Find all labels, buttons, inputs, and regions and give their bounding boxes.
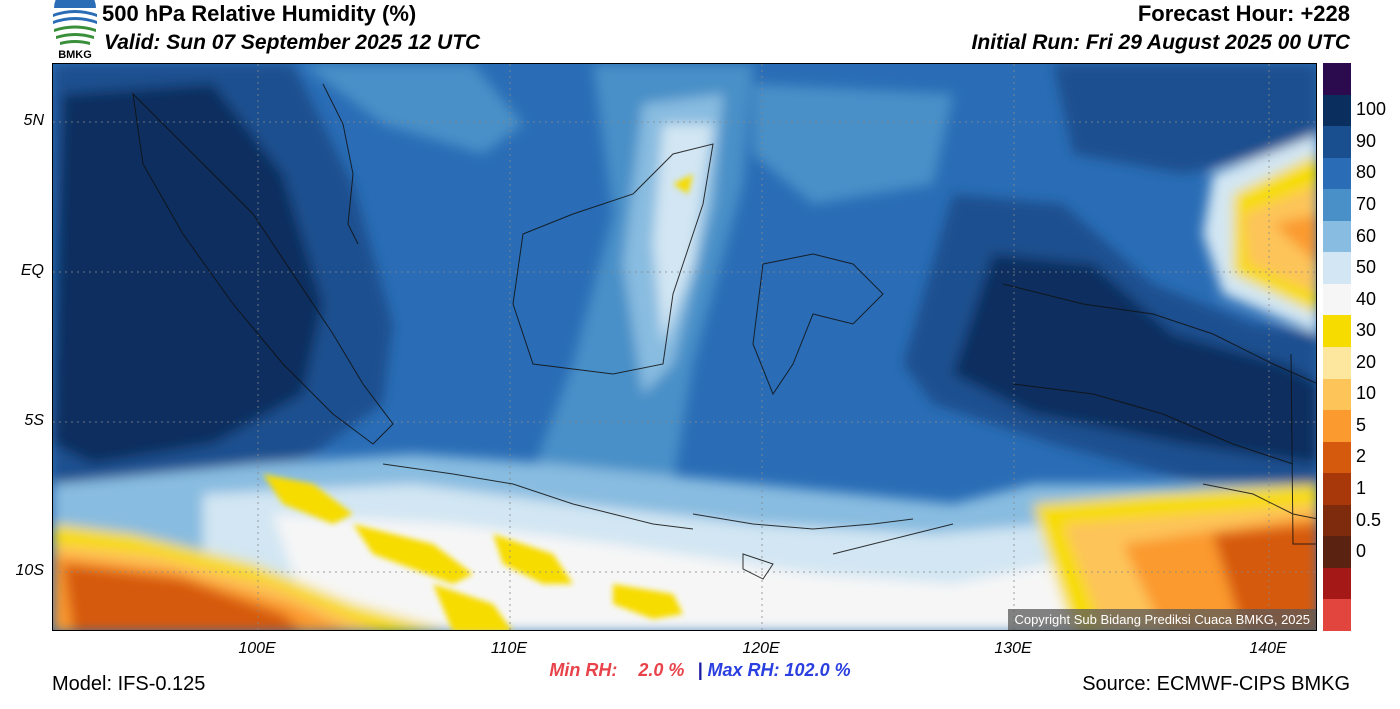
colorbar xyxy=(1323,63,1351,632)
colorbar-cell xyxy=(1323,504,1351,537)
colorbar-label: 70 xyxy=(1356,194,1377,214)
colorbar-label: 5 xyxy=(1356,414,1367,435)
colorbar-label: 10 xyxy=(1356,383,1377,404)
max-rh-value: 102.0 % xyxy=(784,660,851,680)
svg-text:BMKG: BMKG xyxy=(58,49,92,61)
initial-run: Initial Run: Fri 29 August 2025 00 UTC xyxy=(971,31,1350,54)
min-rh-label: Min RH: xyxy=(549,660,618,680)
stats-separator: | xyxy=(697,660,703,680)
colorbar-cell xyxy=(1323,441,1351,474)
lon-label-100e: 100E xyxy=(238,640,276,657)
colorbar-label: 100 xyxy=(1356,99,1387,120)
colorbar-cell xyxy=(1323,410,1351,443)
colorbar-label: 40 xyxy=(1356,288,1377,309)
colorbar-cell xyxy=(1323,315,1351,348)
colorbar-cell xyxy=(1323,220,1351,253)
colorbar-cell xyxy=(1323,347,1351,380)
lon-label-140e: 140E xyxy=(1249,640,1287,657)
colorbar-label: 0.5 xyxy=(1356,509,1382,530)
colorbar-cell xyxy=(1323,189,1351,222)
colorbar-label: 20 xyxy=(1356,351,1377,372)
colorbar-label: 1 xyxy=(1356,478,1367,498)
rh-stats: Min RH: 2.0 % | Max RH: 102.0 % xyxy=(0,660,1400,681)
map-title: 500 hPa Relative Humidity (%) xyxy=(102,1,417,26)
lon-label-130e: 130E xyxy=(994,640,1032,657)
colorbar-cell xyxy=(1323,283,1351,316)
colorbar-cell xyxy=(1323,473,1351,506)
copyright-notice: Copyright Sub Bidang Prediksi Cuaca BMKG… xyxy=(1008,609,1316,630)
min-rh-value: 2.0 % xyxy=(638,660,685,680)
colorbar-label: 2 xyxy=(1356,446,1367,467)
data-source: Source: ECMWF-CIPS BMKG xyxy=(1082,673,1350,695)
bmkg-logo-icon: BMKG xyxy=(50,0,100,62)
colorbar-cell xyxy=(1323,94,1351,127)
lat-label-5s: 5S xyxy=(24,412,44,429)
colorbar-cell xyxy=(1323,126,1351,159)
colorbar-cell xyxy=(1323,63,1351,96)
colorbar-label: 90 xyxy=(1356,130,1377,151)
lon-label-120e: 120E xyxy=(742,640,780,657)
colorbar-label: 30 xyxy=(1356,320,1377,341)
colorbar-cell xyxy=(1323,567,1351,600)
colorbar-cell xyxy=(1323,378,1351,411)
model-name: Model: IFS-0.125 xyxy=(52,673,206,695)
humidity-map xyxy=(52,63,1317,631)
colorbar-cell xyxy=(1323,599,1351,632)
colorbar-label: 60 xyxy=(1356,225,1377,246)
max-rh-label: Max RH: xyxy=(707,660,780,680)
colorbar-cell xyxy=(1323,252,1351,285)
lon-label-110e: 110E xyxy=(490,640,528,657)
valid-time: Valid: Sun 07 September 2025 12 UTC xyxy=(104,31,481,54)
colorbar-label: 0 xyxy=(1356,541,1367,562)
colorbar-label: 80 xyxy=(1356,162,1377,183)
lat-label-eq: EQ xyxy=(20,262,44,279)
colorbar-label: 50 xyxy=(1356,257,1377,278)
lat-label-5n: 5N xyxy=(23,112,44,129)
forecast-hour: Forecast Hour: +228 xyxy=(1137,1,1350,26)
lat-label-10s: 10S xyxy=(15,562,44,579)
colorbar-cell xyxy=(1323,536,1351,569)
colorbar-cell xyxy=(1323,157,1351,190)
